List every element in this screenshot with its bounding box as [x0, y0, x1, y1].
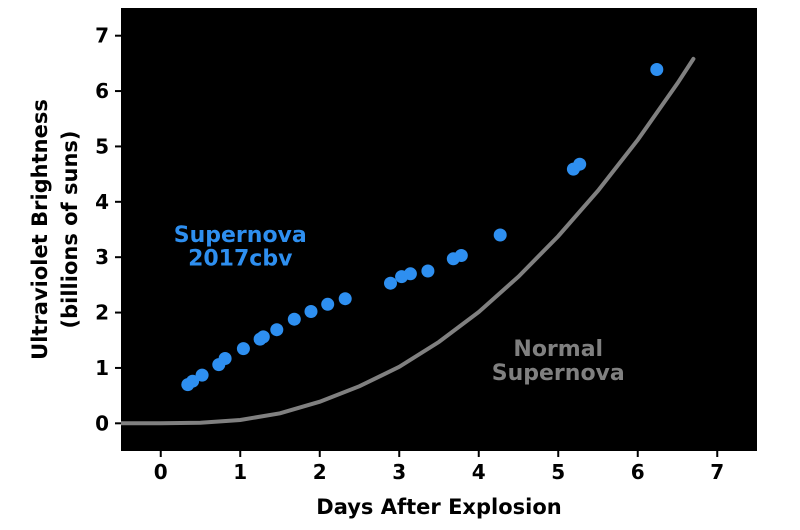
- normal-supernova-curve-layer: [121, 56, 696, 426]
- data-point: [573, 157, 587, 171]
- x-tick-label: 4: [472, 460, 486, 484]
- x-tick-label: 1: [233, 460, 247, 484]
- data-point: [236, 342, 250, 356]
- y-tick-label: 6: [95, 79, 109, 103]
- data-point: [270, 323, 284, 337]
- data-point: [403, 267, 417, 281]
- y-axis-label-line2: (billions of suns): [58, 131, 82, 329]
- annotation-line1: Normal: [513, 337, 603, 362]
- y-axis-ticks: 0 1 2 3 4 5 6 7: [95, 24, 121, 435]
- data-point: [304, 305, 318, 318]
- data-point: [421, 264, 435, 278]
- y-tick-label: 5: [95, 134, 109, 158]
- x-axis-ticks: 0 1 2 3 4 5 6 7: [154, 451, 724, 484]
- x-axis-label: Days After Explosion: [316, 495, 561, 519]
- y-tick-label: 1: [95, 356, 109, 380]
- x-tick-label: 7: [710, 460, 724, 484]
- x-tick-label: 3: [392, 460, 406, 484]
- x-tick-label: 0: [154, 460, 168, 484]
- y-tick-label: 0: [95, 411, 109, 435]
- data-point: [218, 352, 232, 365]
- supernova-2017cbv-points: [181, 63, 664, 392]
- data-point: [493, 228, 507, 242]
- plot-area: [121, 8, 757, 451]
- annotation-line2: Supernova: [492, 361, 625, 386]
- y-axis-label: Ultraviolet Brightness (billions of suns…: [28, 99, 82, 360]
- data-point: [195, 368, 209, 382]
- annotation-line1: Supernova: [174, 223, 307, 248]
- x-tick-label: 6: [631, 460, 645, 484]
- data-point: [454, 249, 468, 262]
- x-tick-label: 5: [551, 460, 565, 484]
- x-tick-label: 2: [313, 460, 327, 484]
- y-tick-label: 4: [95, 190, 109, 214]
- y-tick-label: 7: [95, 24, 109, 48]
- y-tick-label: 3: [95, 245, 109, 269]
- data-point: [384, 276, 397, 290]
- y-tick-label: 2: [95, 301, 109, 325]
- y-axis-label-line1: Ultraviolet Brightness: [28, 99, 52, 360]
- data-point: [287, 312, 301, 326]
- normal-supernova-curve: [121, 56, 696, 426]
- data-point: [321, 297, 335, 311]
- data-point: [186, 374, 200, 388]
- data-point: [256, 330, 270, 344]
- data-point: [338, 292, 352, 306]
- data-point: [650, 63, 664, 76]
- annotation-line2: 2017cbv: [188, 246, 293, 271]
